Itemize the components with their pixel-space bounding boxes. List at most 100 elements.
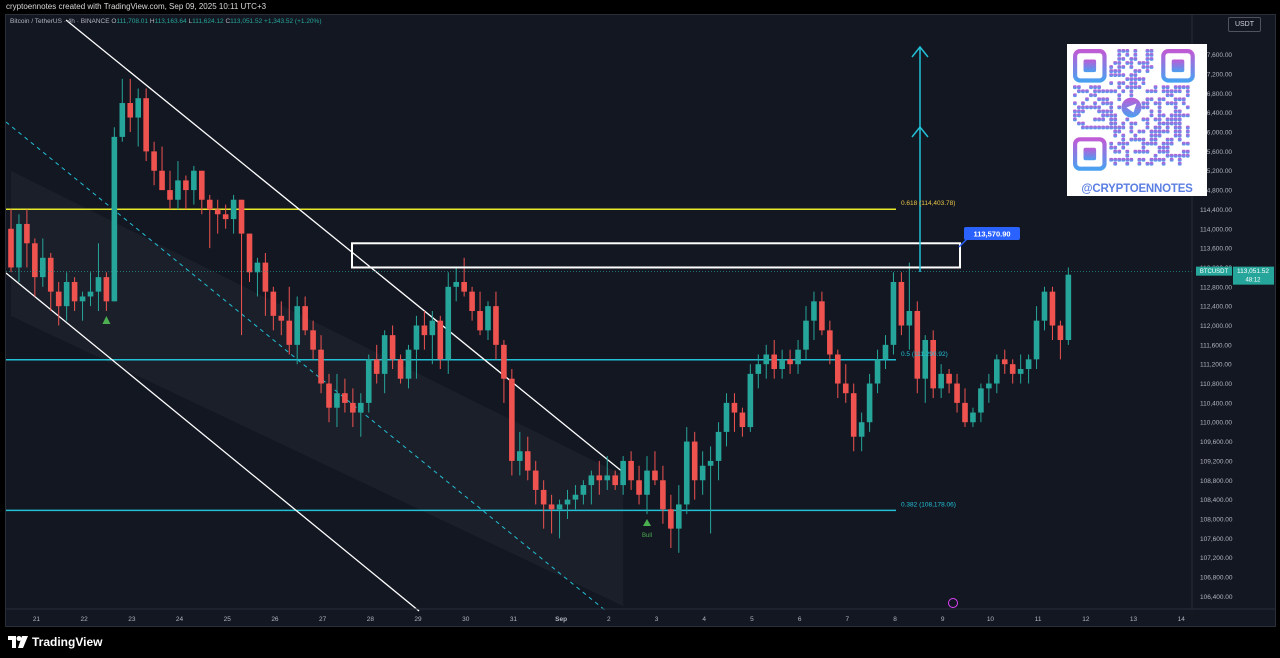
qr-module xyxy=(1113,149,1118,154)
chart-panel[interactable]: 0.618 (114,403.78) 0.5 (111,290.92) 0.382 … xyxy=(5,14,1276,627)
price-chart[interactable]: 0.618 (114,403.78) 0.5 (111,290.92) 0.382 … xyxy=(6,15,1276,627)
candle xyxy=(922,335,929,403)
candle xyxy=(556,499,563,539)
fib-382-label: 0.382 (108,178.06) xyxy=(901,501,956,508)
qr-module xyxy=(1185,85,1190,90)
qr-module xyxy=(1177,85,1182,90)
candle-body xyxy=(850,393,857,437)
qr-module xyxy=(1117,85,1122,90)
qr-module xyxy=(1177,125,1182,130)
candle-body xyxy=(238,199,245,234)
candle-body xyxy=(87,291,94,297)
candle-body xyxy=(71,281,78,302)
qr-module xyxy=(1153,89,1158,94)
qr-module xyxy=(1097,89,1101,94)
x-tick-label: 22 xyxy=(81,616,89,623)
qr-module xyxy=(1149,157,1154,162)
qr-finder-center xyxy=(1171,59,1185,73)
y-tick-label: 113,600.00 xyxy=(1200,246,1232,253)
qr-module xyxy=(1141,145,1146,150)
candle-body xyxy=(294,306,300,345)
candle xyxy=(381,330,388,394)
candle xyxy=(747,364,754,432)
qr-module xyxy=(1141,129,1146,134)
low-label: L xyxy=(188,18,193,25)
candle xyxy=(469,286,475,321)
candle xyxy=(994,354,1000,394)
x-tick-label: 2 xyxy=(607,616,611,623)
qr-finder xyxy=(1072,137,1107,171)
qr-module xyxy=(1093,125,1097,130)
qr-module xyxy=(1157,109,1162,114)
candle xyxy=(310,320,316,360)
candle xyxy=(79,291,86,321)
qr-module xyxy=(1145,101,1150,106)
qr-module xyxy=(1121,49,1126,53)
qr-module xyxy=(1141,101,1146,106)
candle xyxy=(564,489,571,519)
qr-module xyxy=(1117,105,1122,110)
qr-module xyxy=(1177,121,1182,126)
qr-module xyxy=(1161,85,1166,90)
qr-module xyxy=(1121,81,1126,86)
candle xyxy=(1017,354,1024,384)
candle xyxy=(787,349,793,374)
qr-module xyxy=(1129,93,1134,98)
candle-body xyxy=(1017,369,1024,374)
y-tick-label: 114,800.00 xyxy=(1200,188,1232,195)
tradingview-logo[interactable]: TradingView xyxy=(8,635,102,649)
qr-module xyxy=(1169,157,1174,162)
candle-body xyxy=(485,306,491,331)
qr-module xyxy=(1149,65,1154,69)
x-tick-label: Sep xyxy=(555,616,567,623)
qr-module xyxy=(1153,133,1158,138)
qr-module xyxy=(1173,109,1178,114)
candle-body xyxy=(548,504,555,510)
qr-module xyxy=(1125,53,1130,57)
candle xyxy=(636,465,642,505)
candle xyxy=(389,325,396,370)
y-tick-label: 112,400.00 xyxy=(1200,304,1232,311)
qr-module xyxy=(1093,85,1097,90)
qr-module xyxy=(1125,85,1130,90)
candle-body xyxy=(962,402,968,423)
qr-module xyxy=(1165,121,1170,126)
candle-body xyxy=(707,460,714,466)
qr-module xyxy=(1081,109,1085,114)
qr-module xyxy=(1117,69,1122,73)
candle-body xyxy=(381,335,388,374)
qr-module xyxy=(1133,121,1138,126)
qr-module xyxy=(1165,149,1170,154)
candle-body xyxy=(540,489,547,505)
candle-body xyxy=(620,460,626,486)
qr-module xyxy=(1073,109,1077,114)
qr-module xyxy=(1113,73,1118,77)
qr-module xyxy=(1157,149,1162,154)
qr-module xyxy=(1093,101,1097,106)
qr-module xyxy=(1173,117,1178,122)
candle xyxy=(604,456,611,490)
y-tick-label: 107,600.00 xyxy=(1200,536,1233,543)
qr-module xyxy=(1157,125,1162,130)
qr-module xyxy=(1185,129,1190,134)
qr-module xyxy=(1101,109,1106,114)
currency-button[interactable]: USDT xyxy=(1227,17,1261,32)
qr-module xyxy=(1153,85,1158,90)
qr-module xyxy=(1177,109,1182,114)
qr-module xyxy=(1109,65,1114,69)
target-arrowhead-mid xyxy=(911,125,929,138)
qr-module xyxy=(1165,153,1170,158)
candle xyxy=(588,470,595,505)
candle-body xyxy=(493,306,499,345)
qr-module xyxy=(1117,93,1122,98)
high-value: 113,163.64 xyxy=(154,18,187,25)
candle xyxy=(890,272,897,355)
candle xyxy=(827,320,833,365)
qr-module xyxy=(1133,77,1138,82)
qr-finder xyxy=(1161,48,1195,83)
candle xyxy=(835,349,841,399)
qr-module xyxy=(1145,117,1150,122)
candle xyxy=(532,460,539,505)
candle xyxy=(866,373,873,432)
x-tick-label: 7 xyxy=(846,616,850,623)
